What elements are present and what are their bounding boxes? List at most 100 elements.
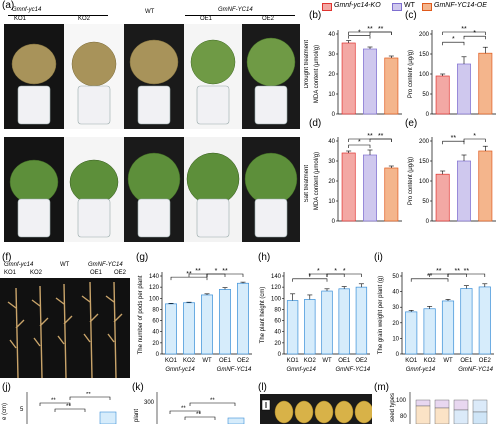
y-tick-label: 120	[271, 285, 282, 291]
panel-label-a: (a)	[2, 0, 15, 11]
y-tick-label: 100	[149, 296, 160, 302]
bar	[341, 42, 356, 115]
bar	[363, 48, 377, 115]
x-tick-label: OE2	[479, 358, 492, 364]
y-axis-label: Pro content (μg/g)	[408, 50, 414, 98]
plant-stem	[81, 281, 99, 378]
k-sig: **	[181, 406, 186, 412]
x-tick-label: OE2	[237, 358, 250, 364]
y-tick-label: 60	[274, 319, 281, 325]
legend-swatch-ko	[322, 3, 332, 11]
significance-bracket	[442, 41, 465, 46]
m-stack-seg	[434, 399, 450, 409]
group-label: Gmnf-yc14	[406, 367, 436, 373]
f-ko1: KO1	[4, 270, 17, 276]
legend-wt: WT	[404, 2, 415, 9]
k-ytick: 300	[144, 400, 155, 406]
j-sig: **	[66, 404, 71, 410]
y-tick-label: 100	[419, 179, 430, 185]
bar	[478, 286, 491, 355]
pot	[17, 198, 51, 238]
bar	[384, 167, 399, 222]
j-sig: **	[51, 398, 56, 404]
y-tick-label: 150	[419, 52, 430, 58]
y-tick-label: 40	[152, 330, 159, 336]
bar	[355, 286, 368, 355]
bar	[441, 300, 455, 355]
x-tick-label: KO1	[165, 358, 178, 364]
seed	[354, 400, 372, 424]
m-stack-seg	[415, 399, 431, 407]
y-tick-label: 50	[392, 274, 399, 280]
significance-mark: *	[473, 30, 476, 37]
bar	[363, 154, 377, 222]
significance-mark: **	[378, 133, 384, 140]
pot	[77, 198, 111, 238]
y-tick-label: 100	[271, 296, 282, 302]
y-tick-label: 20	[328, 72, 335, 78]
x-tick-label: WT	[202, 358, 212, 364]
seed	[294, 400, 314, 424]
panel-label-h: (h)	[258, 252, 271, 263]
panel-label-m: (m)	[374, 382, 389, 393]
y-tick-label: 0	[332, 112, 336, 118]
dried-plant	[129, 39, 179, 85]
group-label-gmnf: Gmnf-yc14	[12, 7, 42, 13]
seed	[274, 400, 294, 424]
m-stack-seg	[453, 399, 469, 411]
k-sig: **	[210, 398, 215, 404]
y-tick-label: 10	[392, 336, 399, 342]
m-stack-seg	[453, 409, 469, 424]
group-label-gmnf-oe: GmNF-YC14	[218, 7, 253, 13]
significance-mark: *	[343, 268, 346, 275]
f-ko2: KO2	[30, 270, 43, 276]
y-tick-label: 20	[392, 321, 399, 327]
significance-bracket	[326, 273, 362, 277]
panel-label-b: (b)	[309, 10, 322, 21]
significance-mark: *	[358, 30, 361, 37]
significance-bracket	[442, 140, 465, 145]
legend-oe: GmNF-YC14-OE	[434, 2, 487, 9]
seed	[314, 400, 334, 424]
significance-mark: **	[464, 268, 470, 275]
y-tick-label: 100	[419, 72, 430, 78]
y-tick-label: 0	[332, 219, 336, 225]
bar	[460, 288, 473, 355]
salt-plant	[9, 159, 59, 205]
k-bar	[227, 417, 245, 424]
bar	[423, 308, 436, 355]
panel-label-i: (i)	[374, 252, 383, 263]
group-line	[8, 15, 108, 16]
significance-mark: **	[454, 268, 460, 275]
plant-photos	[4, 24, 300, 242]
x-tick-label: WT	[443, 358, 453, 364]
y-tick-label: 40	[392, 290, 399, 296]
label-ko1: KO1	[14, 16, 27, 22]
significance-mark: **	[451, 135, 457, 142]
bar	[384, 57, 399, 115]
bar	[435, 173, 450, 222]
panel-label-k: (k)	[132, 382, 144, 393]
y-tick-label: 0	[278, 352, 282, 358]
bar	[304, 299, 316, 355]
mature-plants-photo	[0, 278, 130, 378]
y-tick-label: 20	[328, 179, 335, 185]
y-tick-label: 140	[271, 274, 282, 280]
group-line	[185, 15, 295, 16]
y-tick-label: 40	[328, 32, 335, 38]
panel-label-f: (f)	[2, 252, 12, 263]
y-axis-label: MDA content (μmol/g)	[314, 45, 320, 103]
y-tick-label: 80	[152, 307, 159, 313]
salt-row	[4, 137, 300, 242]
pot	[137, 198, 171, 238]
significance-bracket	[410, 278, 449, 282]
m-stack-seg	[415, 405, 431, 424]
x-tick-label: KO2	[183, 358, 196, 364]
dried-plant	[11, 43, 57, 85]
f-oe2: OE2	[114, 270, 127, 276]
bar	[457, 160, 471, 222]
y-tick-label: 0	[396, 352, 400, 358]
plant-stem	[55, 283, 73, 378]
